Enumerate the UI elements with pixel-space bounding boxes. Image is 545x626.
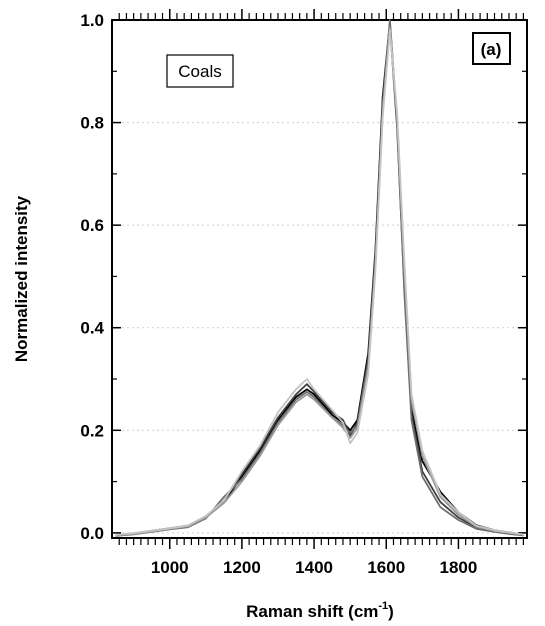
legend-box-label: Coals (178, 62, 221, 81)
plot-frame (111, 19, 528, 539)
x-axis-title: Raman shift (cm-1) (246, 600, 394, 621)
x-tick-label-3: 1600 (367, 558, 405, 577)
x-axis-title-main: Raman shift (cm (246, 602, 378, 621)
axis-ticks (112, 9, 527, 549)
y-tick-labels: 0.0 0.2 0.4 0.6 0.8 1.0 (80, 11, 104, 543)
y-tick-label-3: 0.6 (80, 216, 104, 235)
panel-label-box: (a) (472, 32, 511, 65)
x-axis-title-close: ) (388, 602, 394, 621)
y-tick-label-0: 0.0 (80, 524, 104, 543)
x-tick-label-0: 1000 (151, 558, 189, 577)
legend-box: Coals (166, 54, 234, 88)
x-tick-labels: 1000 1200 1400 1600 1800 (151, 558, 478, 577)
gridlines (112, 122, 527, 534)
legend-box-frame (166, 54, 234, 88)
data-series (115, 19, 524, 537)
panel-label-frame (472, 32, 511, 65)
panel-label: (a) (481, 40, 502, 59)
series-line-4 (115, 26, 524, 537)
series-line-3 (115, 19, 524, 537)
series-line-5 (115, 29, 524, 536)
y-tick-label-4: 0.8 (80, 114, 104, 133)
series-line-2 (115, 24, 524, 536)
y-tick-label-1: 0.2 (80, 421, 104, 440)
series-line-1 (115, 21, 524, 537)
y-tick-label-5: 1.0 (80, 11, 104, 30)
x-axis-title-sup: -1 (378, 600, 388, 612)
y-tick-label-2: 0.4 (80, 319, 104, 338)
x-tick-label-1: 1200 (223, 558, 261, 577)
y-axis-title: Normalized intensity (12, 195, 31, 362)
x-tick-label-2: 1400 (295, 558, 333, 577)
x-tick-label-4: 1800 (440, 558, 478, 577)
